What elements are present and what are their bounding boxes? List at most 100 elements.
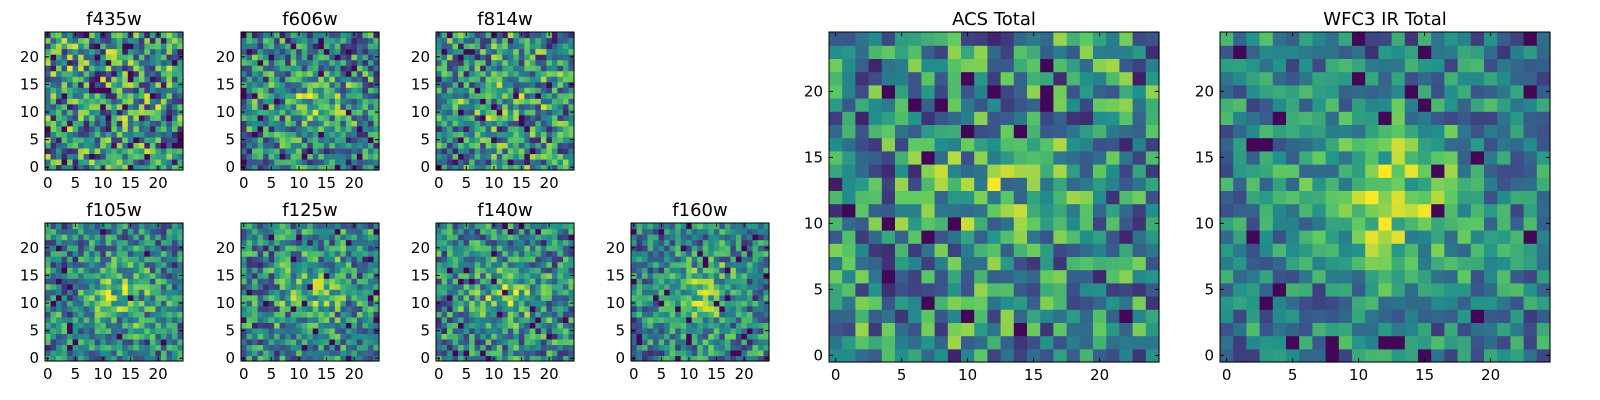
- heatmap-cell: [56, 70, 63, 77]
- heatmap-cell: [257, 65, 264, 72]
- heatmap-cell: [362, 223, 369, 230]
- heatmap-cell: [1066, 230, 1081, 244]
- heatmap-cell: [658, 272, 665, 279]
- heatmap-cell: [279, 76, 286, 83]
- heatmap-cell: [105, 349, 112, 357]
- heatmap-cell: [540, 300, 547, 307]
- heatmap-cell: [1066, 203, 1081, 218]
- heatmap-cell: [122, 234, 129, 241]
- heatmap-cell: [116, 311, 123, 318]
- heatmap-cell: [535, 294, 542, 301]
- heatmap-cell: [452, 256, 459, 263]
- heatmap-cell: [1079, 164, 1094, 178]
- heatmap-cell: [296, 114, 303, 121]
- heatmap-cell: [340, 283, 347, 290]
- heatmap-cell: [669, 278, 676, 285]
- heatmap-cell: [362, 48, 369, 55]
- heatmap-cell: [362, 349, 369, 357]
- heatmap-cell: [653, 294, 660, 301]
- heatmap-cell: [502, 272, 509, 279]
- heatmap-cell: [340, 349, 347, 357]
- heatmap-cell: [100, 98, 107, 105]
- heatmap-cell: [730, 327, 737, 334]
- heatmap-cell: [436, 250, 443, 257]
- heatmap-cell: [89, 65, 96, 72]
- heatmap-cell: [301, 76, 308, 83]
- heatmap-cell: [116, 125, 123, 132]
- heatmap-cell: [301, 311, 308, 318]
- heatmap-cell: [155, 87, 162, 94]
- heatmap-cell: [474, 120, 481, 127]
- heatmap-cell: [67, 153, 74, 160]
- heatmap-cell: [367, 316, 375, 323]
- heatmap-cell: [138, 283, 145, 290]
- axes-frame: [435, 222, 575, 362]
- heatmap-cell: [535, 81, 542, 88]
- heatmap-cell: [447, 289, 454, 296]
- heatmap-cell: [502, 333, 509, 340]
- heatmap-cell: [290, 131, 297, 138]
- heatmap-cell: [171, 136, 179, 143]
- heatmap-cell: [518, 125, 525, 132]
- heatmap-cell: [658, 267, 665, 274]
- heatmap-cell: [116, 48, 123, 55]
- heatmap-cell: [296, 283, 303, 290]
- heatmap-cell: [127, 344, 134, 351]
- heatmap-cell: [83, 125, 90, 132]
- heatmap-cell: [50, 305, 57, 312]
- heatmap-cell: [474, 311, 481, 318]
- heatmap-cell: [351, 327, 358, 334]
- heatmap-cell: [1119, 230, 1134, 244]
- heatmap-cell: [524, 37, 531, 44]
- heatmap-cell: [708, 256, 715, 263]
- heatmap-cell: [83, 103, 90, 110]
- heatmap-cell: [268, 37, 275, 44]
- heatmap-cell: [557, 316, 564, 323]
- heatmap-cell: [636, 327, 643, 334]
- heatmap-cell: [480, 228, 487, 235]
- heatmap-cell: [447, 294, 454, 301]
- heatmap-cell: [708, 283, 715, 290]
- heatmap-cell: [285, 153, 292, 160]
- heatmap-cell: [524, 311, 531, 318]
- heatmap-cell: [631, 239, 638, 246]
- heatmap-cell: [480, 338, 487, 346]
- heatmap-cell: [274, 70, 281, 77]
- heatmap-cell: [669, 245, 676, 252]
- heatmap-cell: [290, 109, 297, 116]
- heatmap-cell: [529, 164, 536, 171]
- heatmap-cell: [83, 245, 90, 252]
- heatmap-cell: [160, 142, 168, 149]
- y-tick-label: 15: [216, 75, 235, 93]
- heatmap-cell: [149, 43, 156, 50]
- heatmap-cell: [987, 322, 1002, 337]
- heatmap-cell: [713, 349, 720, 357]
- heatmap-cell: [312, 87, 319, 94]
- heatmap-cell: [741, 316, 748, 323]
- heatmap-cell: [469, 261, 476, 268]
- heatmap-cell: [177, 234, 184, 241]
- heatmap-cell: [67, 131, 74, 138]
- heatmap-cell: [149, 294, 156, 301]
- heatmap-cell: [356, 54, 364, 61]
- heatmap-cell: [724, 349, 731, 357]
- heatmap-cell: [94, 153, 101, 160]
- heatmap-cell: [61, 32, 68, 39]
- heatmap-cell: [105, 344, 112, 351]
- heatmap-cell: [56, 81, 63, 88]
- heatmap-cell: [518, 239, 525, 246]
- heatmap-cell: [290, 256, 297, 263]
- heatmap-cell: [491, 234, 498, 241]
- heatmap-cell: [83, 32, 90, 39]
- heatmap-cell: [480, 142, 487, 149]
- heatmap-cell: [78, 349, 85, 357]
- heatmap-cell: [675, 261, 682, 268]
- heatmap-cell: [155, 344, 162, 351]
- heatmap-cell: [166, 43, 173, 50]
- x-tick-label: 5: [657, 365, 667, 383]
- heatmap-cell: [452, 349, 459, 357]
- heatmap-cell: [155, 76, 162, 83]
- heatmap-cell: [540, 267, 547, 274]
- heatmap-cell: [279, 32, 286, 39]
- heatmap-cell: [708, 355, 715, 362]
